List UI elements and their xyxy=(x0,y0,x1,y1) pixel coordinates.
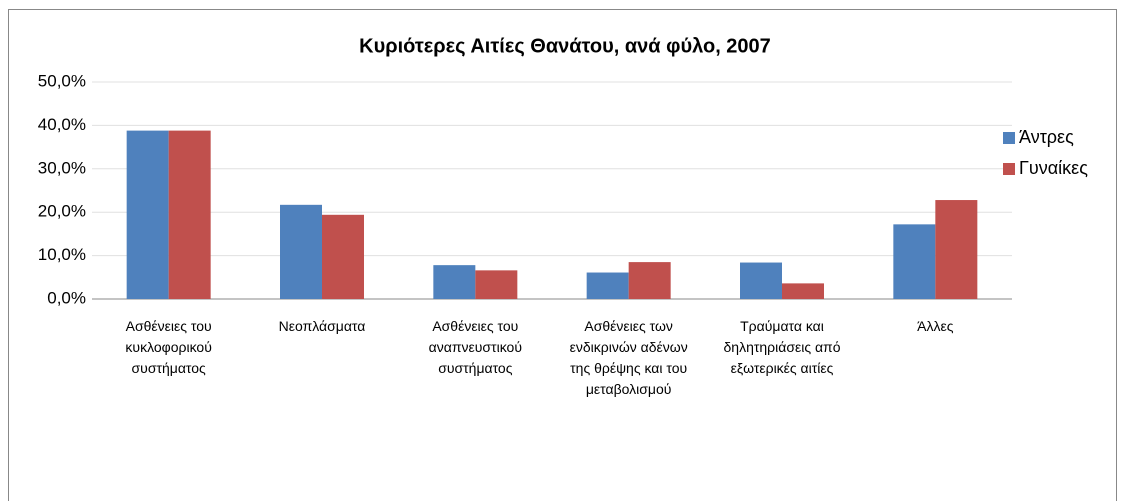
bar xyxy=(782,283,824,299)
bar xyxy=(893,224,936,299)
y-tick-label: 10,0% xyxy=(38,245,86,264)
y-tick-label: 30,0% xyxy=(38,158,86,177)
bar xyxy=(475,270,518,299)
bar xyxy=(126,130,169,299)
bar xyxy=(433,265,476,299)
y-tick-label: 50,0% xyxy=(38,71,86,90)
bar xyxy=(168,130,211,299)
chart-title: Κυριότερες Αιτίες Θανάτου, ανά φύλο, 200… xyxy=(359,35,771,57)
y-tick-label: 0,0% xyxy=(47,288,86,307)
legend-label: Άντρες xyxy=(1019,127,1074,147)
x-tick-label: Ασθένειες του αναπνευστικού συστήματος xyxy=(428,318,522,376)
bar xyxy=(280,204,322,299)
bar xyxy=(322,214,364,299)
bar xyxy=(586,272,629,299)
bar xyxy=(628,262,671,299)
x-tick-label: Ασθένειες των ενδικρινών αδένων της θρέψ… xyxy=(569,318,688,397)
x-tick-label: Άλλες xyxy=(917,318,954,334)
y-tick-label: 20,0% xyxy=(38,202,86,221)
legend-swatch xyxy=(1003,163,1015,175)
legend-swatch xyxy=(1003,132,1015,144)
x-tick-label: Νεοπλάσματα xyxy=(278,318,366,334)
x-tick-label: Ασθένειες του κυκλοφορικού συστήματος xyxy=(125,318,212,376)
bar xyxy=(935,200,978,299)
y-tick-label: 40,0% xyxy=(38,115,86,134)
legend-label: Γυναίκες xyxy=(1019,158,1088,178)
bar xyxy=(740,262,782,299)
x-tick-label: Τραύματα και δηλητηριάσεις από εξωτερικέ… xyxy=(723,318,841,376)
